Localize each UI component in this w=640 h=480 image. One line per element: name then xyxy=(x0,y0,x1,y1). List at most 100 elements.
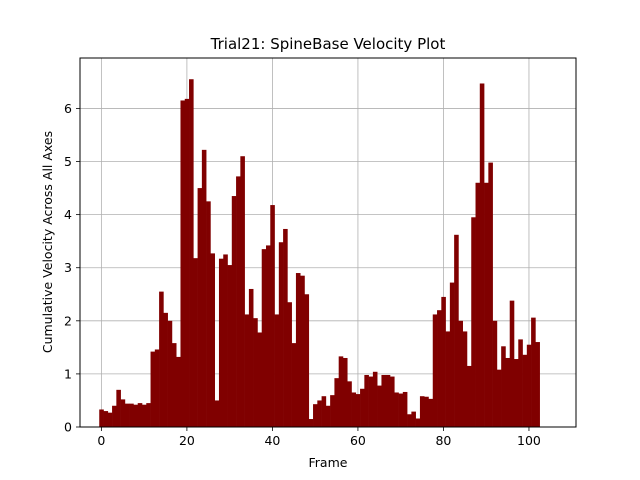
bar xyxy=(325,405,331,427)
bar xyxy=(360,388,365,427)
bar xyxy=(180,100,186,427)
bar xyxy=(462,331,468,427)
bar xyxy=(368,376,374,427)
y-tick-label: 2 xyxy=(64,313,72,328)
bar xyxy=(150,351,156,427)
bar xyxy=(295,273,301,427)
bar xyxy=(330,395,335,427)
bar xyxy=(342,357,348,427)
bar xyxy=(385,374,391,427)
bar xyxy=(253,318,258,427)
y-axis-ticks: 0 1 2 3 4 5 6 xyxy=(64,101,80,435)
bar xyxy=(159,291,164,427)
bar xyxy=(509,300,515,427)
bar xyxy=(424,396,429,427)
bar xyxy=(437,310,442,427)
bar xyxy=(347,381,352,427)
bar xyxy=(103,411,109,427)
bar xyxy=(475,182,481,427)
bar xyxy=(402,391,408,427)
bar xyxy=(142,404,147,427)
bar xyxy=(505,357,511,427)
x-tick-label: 0 xyxy=(97,433,105,448)
bar xyxy=(317,400,322,427)
bar xyxy=(518,339,523,427)
bar xyxy=(531,317,536,427)
bar xyxy=(261,249,267,427)
bar xyxy=(223,254,228,427)
x-tick-label: 60 xyxy=(350,433,366,448)
bar xyxy=(266,245,271,427)
x-tick-label: 20 xyxy=(179,433,195,448)
bar xyxy=(492,320,498,427)
bar xyxy=(390,376,395,427)
bar xyxy=(313,404,318,427)
bar xyxy=(240,156,245,427)
bar xyxy=(116,389,121,427)
bar xyxy=(445,331,451,427)
bar xyxy=(236,176,241,427)
bar xyxy=(364,374,369,427)
y-tick-label: 6 xyxy=(64,101,72,116)
bar xyxy=(488,162,493,427)
bar xyxy=(184,98,190,427)
bar xyxy=(244,314,250,427)
bar xyxy=(99,409,104,427)
bar xyxy=(526,344,532,427)
bar xyxy=(428,398,434,427)
bar xyxy=(496,369,502,427)
x-tick-label: 100 xyxy=(517,433,541,448)
y-tick-label: 3 xyxy=(64,260,72,275)
bar xyxy=(377,385,382,427)
bar xyxy=(274,314,280,427)
bar xyxy=(283,228,288,427)
bar xyxy=(454,234,459,427)
y-tick-label: 4 xyxy=(64,207,72,222)
y-tick-label: 5 xyxy=(64,154,72,169)
bar xyxy=(355,394,361,427)
bar xyxy=(201,149,207,427)
bar xyxy=(287,302,292,427)
y-tick-label: 1 xyxy=(64,366,72,381)
bar xyxy=(129,403,134,427)
x-axis-ticks: 0 20 40 60 80 100 xyxy=(97,427,541,448)
bar xyxy=(394,392,399,427)
bar xyxy=(133,404,139,427)
bar xyxy=(381,374,387,427)
x-tick-label: 80 xyxy=(435,433,451,448)
bar xyxy=(189,79,194,427)
bar xyxy=(501,346,506,427)
bar xyxy=(120,399,126,427)
bar xyxy=(398,393,404,427)
y-axis-label: Cumulative Velocity Across All Axes xyxy=(40,131,55,353)
bar xyxy=(334,378,339,427)
bar xyxy=(411,411,416,427)
plot-frame xyxy=(79,57,577,428)
bar xyxy=(449,282,455,427)
bar xyxy=(466,365,472,427)
chart-title: Trial21: SpineBase Velocity Plot xyxy=(210,35,446,53)
bar xyxy=(278,242,284,427)
bar xyxy=(218,258,224,427)
x-axis-label: Frame xyxy=(309,455,348,470)
bar xyxy=(514,359,519,427)
bar xyxy=(193,258,198,427)
y-tick-label: 0 xyxy=(64,420,72,435)
bar xyxy=(197,188,203,427)
bar xyxy=(257,332,263,427)
bar xyxy=(407,414,412,427)
bar xyxy=(351,392,357,427)
bar xyxy=(441,296,446,427)
bar xyxy=(458,320,463,427)
bar xyxy=(484,182,489,427)
bar xyxy=(300,275,305,427)
bar xyxy=(321,396,327,427)
bar xyxy=(304,294,310,427)
bar xyxy=(291,343,297,427)
bar xyxy=(248,288,254,427)
bar xyxy=(124,403,130,427)
bar xyxy=(479,83,485,427)
bar xyxy=(137,403,143,427)
bar xyxy=(171,343,177,427)
